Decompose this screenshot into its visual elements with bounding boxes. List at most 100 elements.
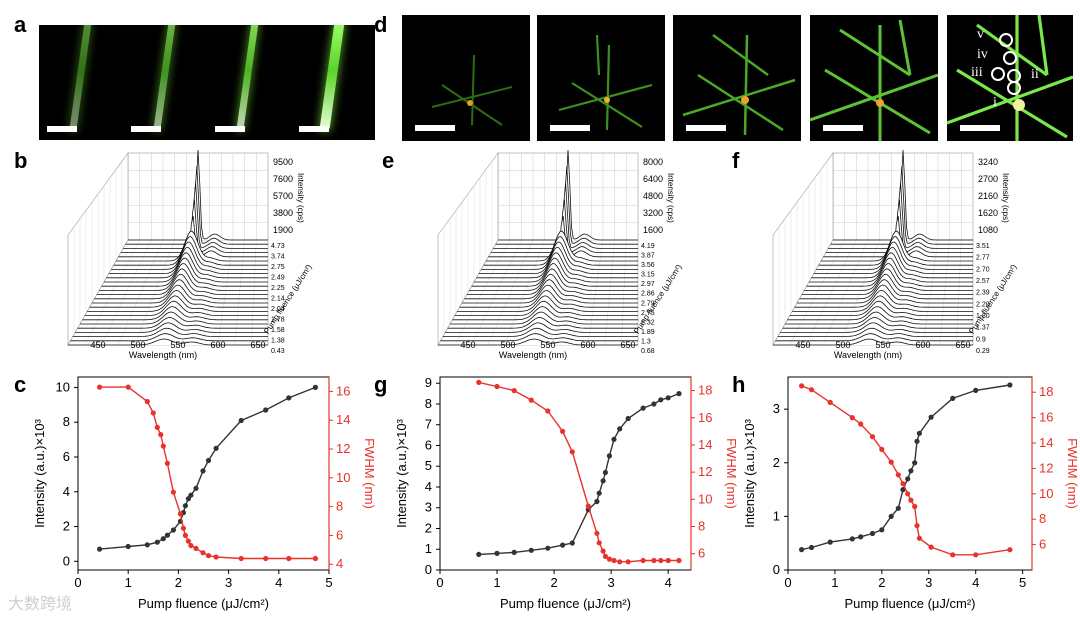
spectrum-trace bbox=[816, 241, 973, 270]
spectrum-trace bbox=[818, 236, 973, 266]
spectrum-trace bbox=[75, 322, 268, 333]
spectrum-trace bbox=[490, 199, 638, 253]
data-point-fwhm bbox=[611, 557, 617, 564]
y2-tick-label: 16 bbox=[336, 383, 350, 398]
y-axis-title: Intensity (a.u.)×10³ bbox=[394, 418, 409, 527]
y-tick-label: 2.75 bbox=[641, 310, 655, 317]
data-point-fwhm bbox=[144, 398, 150, 405]
x-tick-label: 650 bbox=[250, 340, 265, 350]
y-tick-label: 2.75 bbox=[271, 264, 285, 271]
data-point-fwhm bbox=[185, 538, 191, 544]
x-tick-label: 600 bbox=[580, 340, 595, 350]
spectrum-trace bbox=[777, 327, 973, 337]
data-point-intensity bbox=[511, 549, 517, 555]
data-point-fwhm bbox=[912, 503, 918, 510]
y2-tick-label: 10 bbox=[698, 491, 712, 506]
grid-line bbox=[587, 239, 604, 346]
microwire-rod bbox=[69, 25, 92, 131]
z-tick-label: 9500 bbox=[273, 157, 293, 167]
x-tick-label: 500 bbox=[130, 340, 145, 350]
y-tick-label: 4 bbox=[63, 484, 70, 499]
y-tick-label: 1.78 bbox=[271, 317, 285, 324]
y2-tick-label: 18 bbox=[1039, 384, 1053, 399]
spectrum-trace bbox=[787, 306, 973, 321]
series-line-intensity bbox=[801, 384, 1011, 551]
marker-ring bbox=[1007, 81, 1021, 95]
spectrum-trace-fill bbox=[777, 328, 973, 337]
spectrum-trace bbox=[462, 284, 638, 304]
data-point-fwhm bbox=[858, 421, 864, 427]
x-axis-title: Wavelength (nm) bbox=[129, 350, 197, 360]
z-tick-label: 8000 bbox=[643, 157, 663, 167]
spectrum-trace bbox=[483, 236, 638, 266]
data-point-fwhm bbox=[928, 544, 934, 550]
data-point-intensity bbox=[494, 550, 500, 556]
data-point-intensity bbox=[676, 391, 682, 397]
spectrum-trace bbox=[72, 327, 268, 337]
marker-i: i bbox=[993, 95, 997, 110]
data-point-intensity bbox=[658, 397, 664, 403]
spectrum-trace bbox=[445, 322, 638, 333]
spectrum-trace bbox=[823, 216, 973, 258]
y2-tick-label: 8 bbox=[1039, 511, 1046, 526]
data-point-fwhm bbox=[125, 384, 131, 390]
y-tick-label: 0 bbox=[63, 553, 70, 568]
data-point-fwhm bbox=[188, 542, 194, 549]
y2-tick-label: 10 bbox=[1039, 486, 1053, 501]
grid-line bbox=[822, 239, 869, 346]
y-tick-label: 2.39 bbox=[976, 290, 990, 297]
data-point-fwhm bbox=[905, 491, 911, 497]
data-point-fwhm bbox=[238, 555, 244, 562]
spectrum-trace bbox=[92, 284, 268, 304]
data-point-fwhm bbox=[170, 489, 176, 495]
z-tick-label: 1600 bbox=[643, 225, 663, 235]
spectrum-trace bbox=[789, 300, 973, 316]
spectrum-trace bbox=[801, 273, 973, 295]
data-point-intensity bbox=[144, 542, 150, 548]
spectrum-trace bbox=[459, 289, 638, 308]
grid-line bbox=[922, 239, 939, 346]
data-point-intensity bbox=[205, 457, 212, 464]
spectrum-trace bbox=[113, 236, 268, 266]
data-point-intensity bbox=[879, 527, 885, 533]
spectrum-trace bbox=[792, 295, 973, 312]
x-tick-label: 650 bbox=[955, 340, 970, 350]
data-point-fwhm bbox=[888, 459, 894, 465]
data-point-intensity bbox=[914, 438, 920, 444]
y-axis-title: Pump fluence (μJ/cm²) bbox=[262, 263, 314, 336]
data-point-intensity bbox=[950, 395, 956, 401]
y2-axis-title: FWHM (nm) bbox=[724, 438, 737, 509]
spectrum-trace bbox=[821, 230, 973, 262]
grid-line bbox=[101, 239, 152, 346]
data-point-intensity bbox=[545, 545, 551, 551]
data-point-intensity bbox=[125, 543, 131, 550]
z-axis-title: Intensity (cps) bbox=[666, 173, 675, 223]
micrograph-d1 bbox=[402, 15, 530, 141]
y-tick-label: 3.74 bbox=[271, 254, 285, 261]
data-point-intensity bbox=[625, 415, 631, 422]
micrograph-d2 bbox=[537, 15, 665, 141]
data-point-intensity bbox=[200, 468, 206, 474]
y2-tick-label: 12 bbox=[336, 441, 350, 456]
y-tick-label: 3.15 bbox=[641, 272, 655, 279]
marker-v: v bbox=[977, 27, 984, 42]
data-point-fwhm bbox=[869, 434, 876, 440]
data-point-fwhm bbox=[908, 497, 914, 503]
y-tick-label: 3.56 bbox=[641, 262, 655, 269]
z-tick-label: 1900 bbox=[273, 225, 293, 235]
y-axis-title: Pump fluence (μJ/cm²) bbox=[967, 263, 1019, 336]
grid-line bbox=[134, 239, 175, 346]
panel-label-d: d bbox=[374, 12, 388, 37]
data-point-intensity bbox=[858, 534, 864, 540]
x-tick-label: 1 bbox=[493, 575, 500, 590]
x-tick-label: 600 bbox=[210, 340, 225, 350]
data-point-fwhm bbox=[916, 535, 922, 541]
y2-tick-label: 10 bbox=[336, 470, 350, 485]
data-point-fwhm bbox=[164, 460, 170, 466]
data-point-fwhm bbox=[476, 379, 482, 385]
y-tick-label: 8 bbox=[425, 396, 432, 411]
y-tick-label: 0 bbox=[425, 562, 432, 577]
spectrum-trace bbox=[84, 300, 268, 316]
z-tick-label: 2700 bbox=[978, 174, 998, 184]
